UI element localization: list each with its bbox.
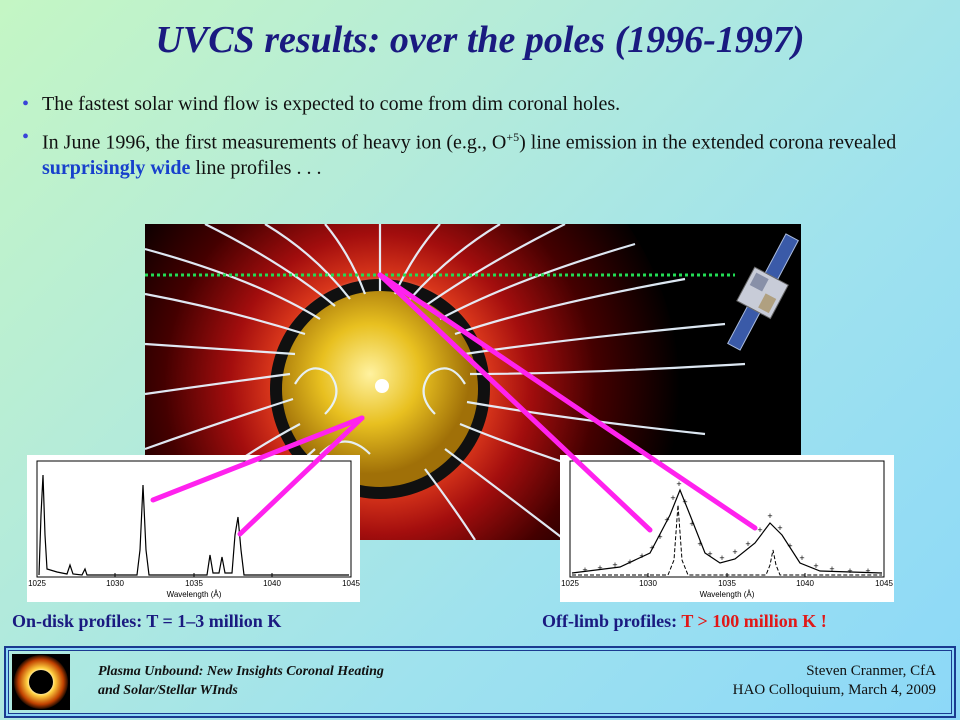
svg-text:+: + (829, 564, 834, 574)
off-limb-temperature: T > 100 million K ! (681, 611, 827, 631)
off-limb-fit-line (571, 488, 883, 574)
bullet-2-text-pre: In June 1996, the first measurements of … (42, 131, 507, 154)
svg-text:+: + (676, 479, 681, 489)
svg-text:+: + (865, 566, 870, 576)
x-tick-label: 1025 (561, 579, 579, 588)
x-tick-label: 1045 (342, 579, 360, 588)
bullet-2-text-mid: ) line emission in the extended corona r… (519, 131, 897, 154)
svg-text:+: + (813, 561, 818, 571)
slide-title: UVCS results: over the poles (1996-1997) (155, 19, 805, 61)
bullet-dot-icon: • (22, 126, 30, 148)
eclipse-logo (12, 654, 70, 710)
off-limb-narrow-line (572, 504, 882, 576)
x-tick-label: 1035 (718, 579, 736, 588)
bullet-1-text: The fastest solar wind flow is expected … (42, 93, 621, 115)
bullet-2: • In June 1996, the first measurements o… (20, 125, 940, 181)
bullet-1: • The fastest solar wind flow is expecte… (20, 92, 940, 117)
svg-text:+: + (689, 519, 694, 529)
ion-charge-superscript: +5 (506, 130, 520, 144)
svg-text:+: + (697, 539, 702, 549)
svg-text:+: + (612, 560, 617, 570)
footer-author: Steven Cranmer, CfA HAO Colloquium, Marc… (733, 662, 936, 700)
x-tick-label: 1040 (263, 579, 281, 588)
footer-author-line1: Steven Cranmer, CfA (806, 663, 936, 679)
svg-text:+: + (582, 565, 587, 575)
footer-author-line2: HAO Colloquium, March 4, 2009 (732, 682, 936, 698)
svg-text:+: + (767, 511, 772, 521)
svg-text:+: + (649, 543, 654, 553)
on-disk-spectrum-line (38, 474, 349, 576)
svg-text:+: + (597, 563, 602, 573)
on-disk-spectrum: 1025 1030 1035 1040 1045 Wavelength (Å) (28, 460, 360, 599)
svg-text:+: + (732, 547, 737, 557)
x-axis-label: Wavelength (Å) (700, 590, 755, 599)
svg-text:+: + (799, 553, 804, 563)
footer-bar: Plasma Unbound: New Insights Coronal Hea… (4, 646, 956, 718)
x-tick-label: 1040 (796, 579, 814, 588)
svg-text:+: + (682, 497, 687, 507)
x-tick-label: 1025 (28, 579, 46, 588)
svg-text:+: + (707, 549, 712, 559)
on-disk-caption: On-disk profiles: T = 1–3 million K (12, 611, 282, 631)
bullet-2-emphasis: surprisingly wide (42, 156, 191, 179)
off-limb-caption: Off-limb profiles: T > 100 million K ! (542, 611, 827, 632)
footer-conference-line1: Plasma Unbound: New Insights Coronal Hea… (98, 664, 384, 679)
x-tick-label: 1030 (639, 579, 657, 588)
svg-text:+: + (745, 539, 750, 549)
svg-text:+: + (657, 532, 662, 542)
bullet-dot-icon: • (22, 93, 30, 115)
svg-text:+: + (787, 541, 792, 551)
x-tick-label: 1035 (185, 579, 203, 588)
on-disk-profile-plot: 1025 1030 1035 1040 1045 Wavelength (Å) (27, 455, 360, 602)
footer-conference-line2: and Solar/Stellar WInds (98, 683, 238, 698)
eclipse-icon (12, 654, 70, 710)
svg-text:+: + (847, 566, 852, 576)
svg-text:+: + (757, 525, 762, 535)
spacecraft-icon (727, 233, 799, 351)
bullet-2-text-post: line profiles . . . (190, 156, 322, 179)
x-axis-label: Wavelength (Å) (167, 590, 222, 599)
svg-text:+: + (639, 551, 644, 561)
svg-text:+: + (670, 493, 675, 503)
x-tick-label: 1045 (875, 579, 893, 588)
svg-text:+: + (719, 553, 724, 563)
svg-text:+: + (777, 523, 782, 533)
off-limb-profile-plot: + + + + + + + + + + + + + + + + + + + + + + + + + + 1025 … (560, 455, 894, 602)
svg-text:+: + (627, 557, 632, 567)
footer-conference: Plasma Unbound: New Insights Coronal Hea… (98, 662, 384, 700)
bullet-list: • The fastest solar wind flow is expecte… (20, 92, 940, 189)
x-tick-label: 1030 (106, 579, 124, 588)
off-limb-spectrum: + + + +++ +++ +++ ++ + +++ +++ ++ + + + 1025 … (561, 460, 893, 599)
off-limb-caption-pre: Off-limb profiles: (542, 611, 682, 631)
svg-text:+: + (664, 515, 669, 525)
